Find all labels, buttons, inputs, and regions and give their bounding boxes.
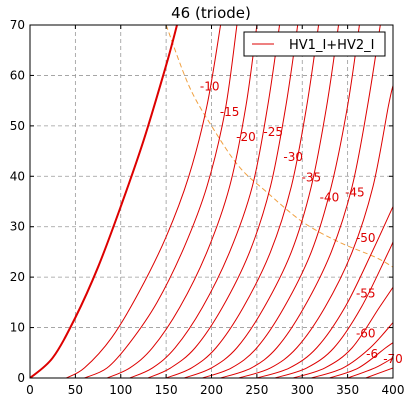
series-line: [129, 25, 281, 378]
x-tick-label: 250: [245, 383, 268, 397]
curve-label: -25: [263, 125, 283, 139]
curve-label: -15: [220, 105, 240, 119]
curve-label: -6: [366, 347, 378, 361]
grid: [30, 25, 393, 378]
x-tick-label: 400: [382, 383, 405, 397]
curve-label: -50: [356, 231, 376, 245]
series-line: [220, 25, 381, 378]
series-line: [365, 367, 393, 378]
curve-label: -40: [320, 191, 340, 205]
curve-label: -10: [200, 80, 220, 94]
y-tick-label: 70: [10, 18, 25, 32]
legend-label: HV1_I+HV2_I: [289, 38, 374, 53]
tick-marks: 0 50 100 150 200 250 300 350 400 0 10 20 30 40 50 60 70: [10, 18, 405, 397]
series-line: [165, 25, 320, 378]
curve-label: -35: [302, 170, 322, 184]
series-line: [66, 25, 222, 378]
x-tick-label: 150: [155, 383, 178, 397]
y-tick-label: 50: [10, 119, 25, 133]
series-line: [147, 25, 299, 378]
series-line: [347, 357, 393, 378]
x-tick-label: 350: [336, 383, 359, 397]
x-tick-label: 0: [26, 383, 34, 397]
series-line: [202, 25, 360, 378]
curve-label: -45: [345, 185, 365, 199]
curve-label: -30: [283, 150, 303, 164]
y-tick-label: 10: [10, 321, 25, 335]
chart-title: 46 (triode): [171, 4, 251, 22]
y-tick-label: 20: [10, 270, 25, 284]
series-line: [184, 25, 340, 378]
series-line: [274, 241, 393, 378]
y-tick-label: 40: [10, 169, 25, 183]
legend: HV1_I+HV2_I: [243, 31, 386, 57]
y-tick-label: 60: [10, 68, 25, 82]
curve-label: -60: [356, 327, 376, 341]
x-tick-label: 100: [109, 383, 132, 397]
series-line: [256, 206, 393, 378]
x-tick-label: 50: [68, 383, 83, 397]
x-tick-label: 200: [200, 383, 223, 397]
curve-label: -55: [356, 286, 376, 300]
series-line: [311, 322, 393, 378]
series-line: [30, 25, 178, 378]
max-dissipation-layer: [165, 25, 393, 268]
curve-label: -20: [236, 130, 256, 144]
series-layer: [30, 25, 393, 378]
y-tick-label: 0: [17, 371, 25, 385]
series-line: [84, 25, 238, 378]
series-line: [329, 342, 393, 378]
max-dissipation-curve: [165, 25, 393, 268]
series-line: [106, 25, 258, 378]
series-line: [293, 286, 393, 378]
series-line: [238, 85, 393, 378]
x-tick-label: 300: [291, 383, 314, 397]
y-tick-label: 30: [10, 220, 25, 234]
